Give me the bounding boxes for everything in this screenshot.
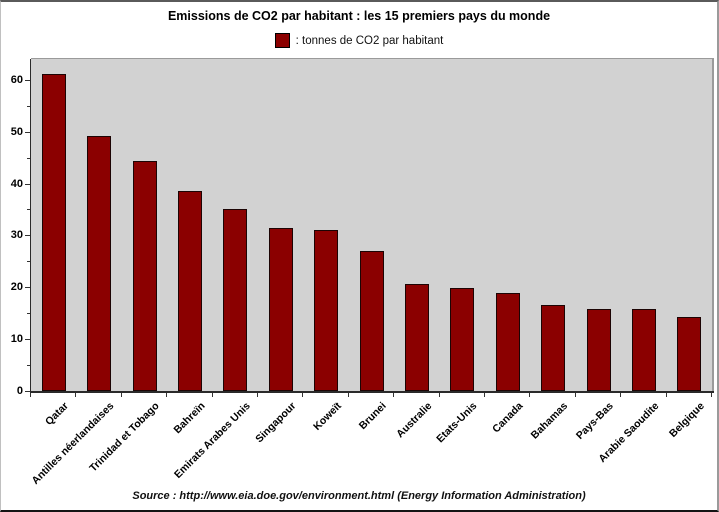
x-tick-mark <box>620 393 622 397</box>
x-tick-label: Australie <box>394 400 435 441</box>
x-tick-mark <box>484 393 485 397</box>
y-tick-label: 10 <box>10 333 23 346</box>
y-tick-label: 20 <box>10 281 23 294</box>
x-tick-label: Emirats Arabes Unis <box>171 400 253 481</box>
plot-area <box>31 59 712 391</box>
y-tick-label: 40 <box>10 177 23 190</box>
x-tick-mark <box>438 393 440 397</box>
x-tick-label: Koweït <box>310 400 344 433</box>
y-tick-label: 30 <box>10 229 23 242</box>
bar-7 <box>314 230 339 391</box>
x-tick-mark <box>257 393 258 397</box>
bar-12 <box>541 305 566 391</box>
y-tick-mark <box>25 131 30 133</box>
chart-title: Emissions de CO2 par habitant : les 15 p… <box>167 9 551 23</box>
x-tick-label: Antilles néerlandaises <box>29 400 117 487</box>
y-minor-tick-mark <box>27 157 30 159</box>
x-tick-mark <box>302 393 304 397</box>
x-axis-line <box>30 391 714 393</box>
plot-border-right <box>712 59 714 391</box>
x-tick-label: Canada <box>489 400 526 436</box>
bar-13 <box>586 309 611 391</box>
y-minor-tick-mark <box>27 261 30 263</box>
x-tick-mark <box>574 393 576 397</box>
y-tick-mark <box>25 79 30 81</box>
bar-14 <box>631 309 656 391</box>
x-tick-label: Belgique <box>666 400 707 440</box>
x-tick-mark <box>166 393 168 397</box>
x-tick-mark <box>393 393 395 397</box>
x-tick-mark <box>75 393 77 397</box>
bar-2 <box>87 136 112 391</box>
bar-15 <box>677 317 702 391</box>
bar-8 <box>359 251 384 391</box>
x-tick-label: Bahamas <box>529 400 571 442</box>
bar-9 <box>404 284 429 391</box>
bar-3 <box>132 161 157 391</box>
bar-5 <box>223 209 248 391</box>
y-tick-mark <box>25 287 30 289</box>
y-tick-mark <box>25 183 30 185</box>
legend-label: : tonnes de CO2 par habitant <box>295 34 444 47</box>
x-tick-mark <box>211 393 213 397</box>
x-tick-label: Singapour <box>252 400 299 446</box>
bar-10 <box>450 288 475 391</box>
x-tick-mark <box>30 393 31 397</box>
x-tick-label: Pays-Bas <box>574 400 616 442</box>
y-minor-tick-mark <box>27 209 30 211</box>
x-tick-mark <box>120 393 122 397</box>
y-minor-tick-mark <box>27 313 30 315</box>
y-tick-mark <box>25 339 30 341</box>
y-tick-mark <box>25 391 30 392</box>
y-tick-label: 0 <box>16 385 23 397</box>
y-minor-tick-mark <box>27 105 30 107</box>
source-caption: Source : http://www.eia.doe.gov/environm… <box>132 490 586 502</box>
y-tick-label: 50 <box>10 125 23 138</box>
x-tick-mark <box>529 393 531 397</box>
plot-border-top <box>31 58 714 59</box>
x-tick-label: Qatar <box>43 400 72 428</box>
y-axis-line <box>30 59 31 393</box>
y-tick-label: 60 <box>10 73 23 86</box>
bar-11 <box>495 293 520 391</box>
x-tick-label: Brunei <box>356 400 389 433</box>
legend: : tonnes de CO2 par habitant <box>1 33 717 48</box>
legend-swatch-icon <box>274 33 290 48</box>
y-tick-mark <box>25 235 30 237</box>
y-minor-tick-mark <box>27 365 30 367</box>
x-tick-mark <box>711 393 712 397</box>
x-tick-mark <box>347 393 349 397</box>
x-tick-label: Bahreïn <box>171 400 208 437</box>
bar-1 <box>41 74 66 391</box>
bar-4 <box>177 191 202 391</box>
x-tick-label: Etats-Unis <box>434 400 480 446</box>
x-tick-mark <box>665 393 667 397</box>
bar-6 <box>268 228 293 391</box>
